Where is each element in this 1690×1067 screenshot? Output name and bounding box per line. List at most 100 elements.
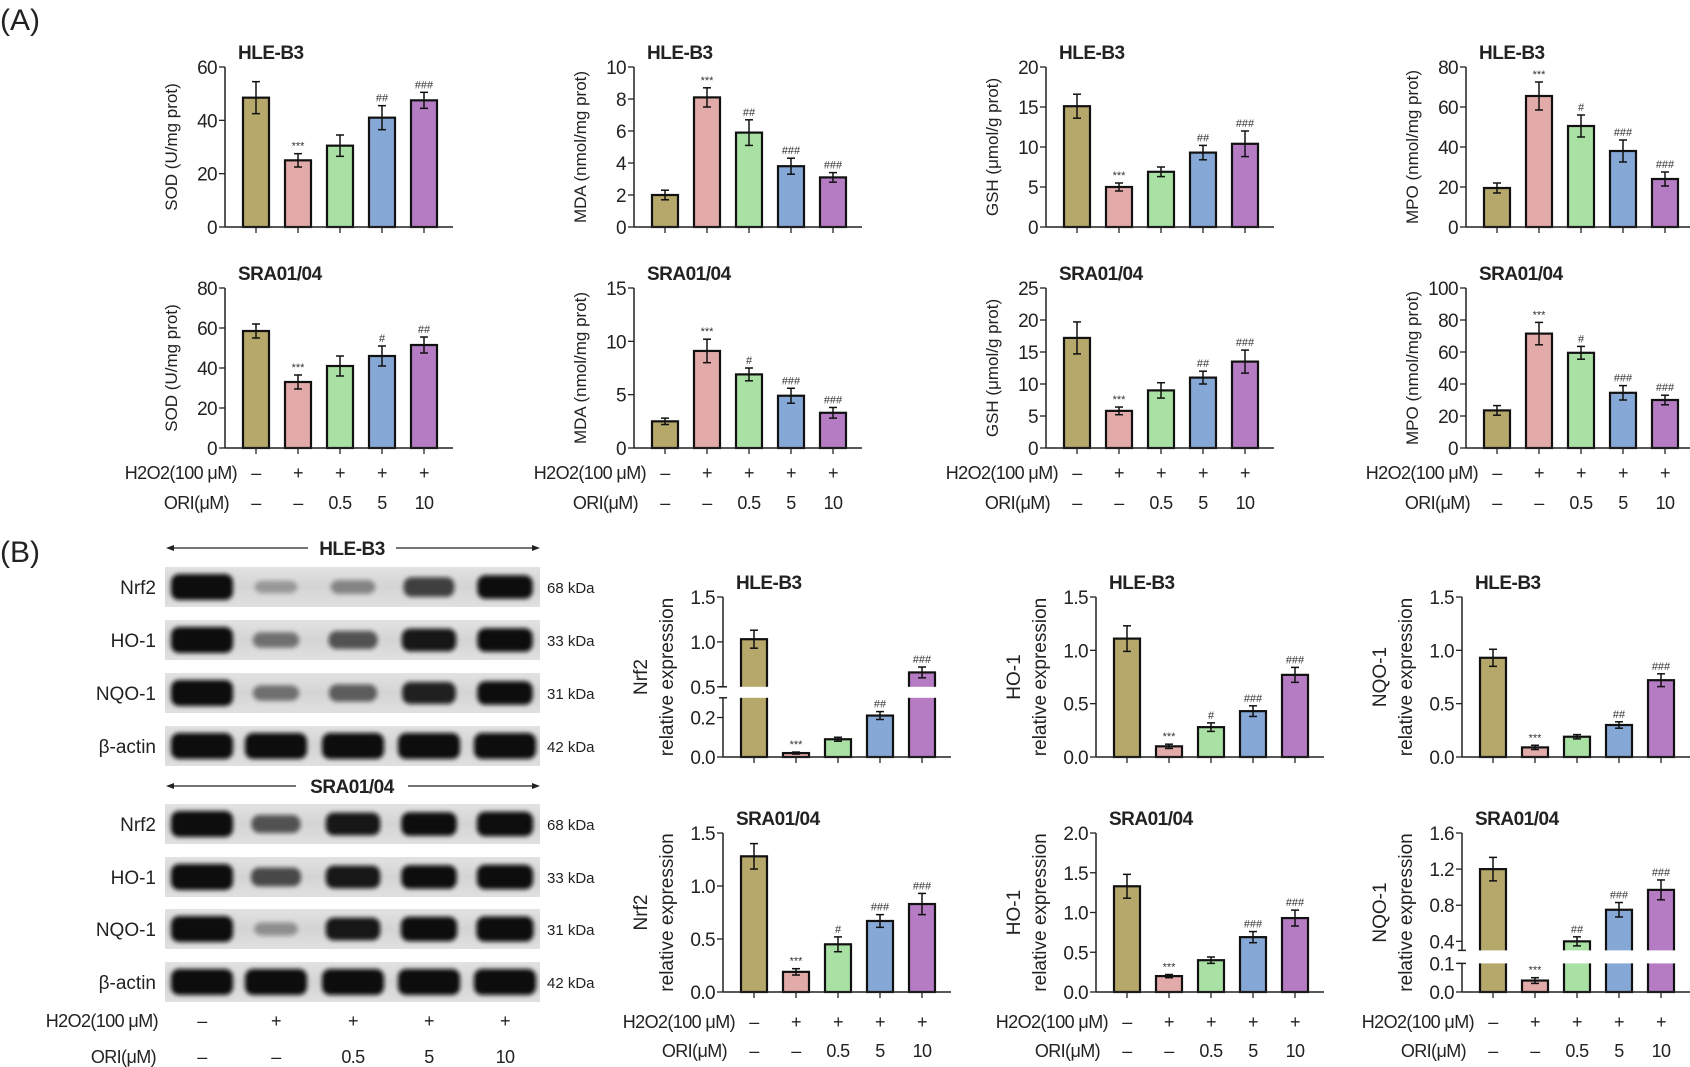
- bar: [1608, 391, 1638, 450]
- protein-band: [398, 969, 460, 995]
- y-tick-label: 1.0: [1063, 904, 1088, 925]
- ori-value: 0.5: [826, 1041, 850, 1061]
- blot-row: β-actin 42 kDa: [99, 962, 595, 1002]
- blot-row: HO-1 33 kDa: [111, 620, 595, 660]
- significance-label: ###: [415, 79, 434, 91]
- y-tick-label: 8: [616, 90, 626, 111]
- y-tick-label: 0: [207, 218, 217, 239]
- chart-title: HLE-B3: [736, 573, 802, 594]
- significance-label: ***: [1163, 962, 1177, 974]
- treatment-conditions: H2O2(100 μM) ORI(μM) – + + + + – – 0.5 5 10: [1366, 463, 1676, 513]
- h2o2-value: +: [786, 463, 796, 483]
- bar: [734, 131, 764, 229]
- ori-value: –: [749, 1041, 759, 1061]
- h2o2-value: –: [660, 463, 670, 483]
- y-tick-label: 1.5: [1063, 588, 1088, 609]
- header-bg: [308, 536, 396, 560]
- ori-value: 0.5: [1569, 493, 1593, 513]
- significance-label: ***: [790, 956, 804, 968]
- blot-row: β-actin 42 kDa: [99, 726, 595, 766]
- y-tick-label: 60: [1438, 98, 1458, 119]
- y-axis-label: GSH (μmol/g prot): [983, 299, 1002, 437]
- significance-label: ##: [1571, 924, 1584, 936]
- ori-value: –: [1122, 1041, 1132, 1061]
- y-tick-label: 0.1: [1429, 954, 1454, 975]
- protein-band: [254, 580, 298, 594]
- y-tick-label: 1.0: [690, 877, 715, 898]
- axis-break-gap: [725, 686, 953, 698]
- protein-label: HO-1: [111, 868, 156, 889]
- bar: [776, 394, 806, 450]
- significance-label: ##: [418, 324, 431, 336]
- significance-label: ###: [1244, 693, 1263, 705]
- significance-label: ###: [1614, 127, 1633, 139]
- y-tick-label: 15: [606, 279, 626, 300]
- significance-label: ###: [1236, 118, 1255, 130]
- bar: [734, 373, 764, 450]
- protein-band: [254, 922, 298, 936]
- significance-label: ***: [292, 362, 306, 374]
- protein-label: Nrf2: [120, 815, 156, 836]
- y-axis-label: SOD (U/mg prot): [162, 304, 181, 432]
- h2o2-label: H2O2(100 μM): [946, 463, 1058, 483]
- significance-label: #: [746, 355, 753, 367]
- h2o2-value: –: [197, 1011, 207, 1031]
- bar: [283, 380, 313, 450]
- ori-value: –: [251, 493, 261, 513]
- bar: [1154, 974, 1184, 994]
- protein-band: [251, 815, 301, 833]
- y-tick-label: 0.5: [690, 930, 715, 951]
- y-tick-label: 1.0: [1063, 641, 1088, 662]
- ori-label: ORI(μM): [662, 1041, 727, 1061]
- protein-band: [252, 632, 300, 648]
- ori-value: 0.5: [328, 493, 352, 513]
- y-tick-label: 0: [616, 218, 626, 239]
- y-axis-label: Nrf2: [631, 895, 652, 931]
- y-axis-label: NQO-1: [1370, 647, 1391, 707]
- y-tick-label: 10: [606, 332, 626, 353]
- h2o2-label: H2O2(100 μM): [125, 463, 237, 483]
- y-axis-label: Nrf2: [631, 659, 652, 695]
- protein-band: [474, 733, 536, 759]
- protein-label: NQO-1: [96, 920, 156, 941]
- y-tick-label: 0.0: [690, 748, 715, 769]
- protein-band: [325, 865, 381, 889]
- bar: [1104, 185, 1134, 229]
- y-tick-label: 0.8: [1429, 896, 1454, 917]
- significance-label: ##: [1613, 709, 1626, 721]
- significance-label: ***: [1529, 732, 1543, 744]
- significance-label: ###: [1286, 897, 1305, 909]
- bar: [692, 96, 722, 229]
- protein-band: [171, 864, 233, 890]
- h2o2-value: +: [875, 1012, 885, 1032]
- y-tick-label: 80: [1438, 311, 1458, 332]
- y-tick-label: 1.2: [1429, 860, 1454, 881]
- bar: [367, 116, 397, 229]
- significance-label: ***: [1113, 394, 1127, 406]
- y-tick-label: 60: [197, 58, 217, 79]
- bar: [1112, 637, 1142, 759]
- h2o2-value: +: [348, 1011, 358, 1031]
- bar: [1196, 959, 1226, 994]
- bar: [409, 99, 439, 229]
- treatment-conditions: H2O2(100 μM) ORI(μM) – + + + + – – 0.5 5 10: [623, 1012, 933, 1061]
- protein-band: [476, 811, 534, 837]
- h2o2-value: +: [917, 1012, 927, 1032]
- significance-label: ###: [1610, 890, 1629, 902]
- y-tick-label: 2.0: [1063, 824, 1088, 845]
- bar: [1524, 332, 1554, 450]
- y-axis-label-2: relative expression: [1030, 833, 1051, 991]
- bar: [1478, 656, 1508, 759]
- protein-band: [477, 628, 533, 652]
- significance-label: ###: [1236, 337, 1255, 349]
- treatment-conditions: H2O2(100 μM) ORI(μM) – + + + + – – 0.5 5 10: [534, 463, 844, 513]
- h2o2-value: –: [749, 1012, 759, 1032]
- protein-band: [328, 684, 378, 702]
- significance-label: ***: [1533, 69, 1547, 81]
- y-tick-label: 40: [1438, 375, 1458, 396]
- bar: [1608, 149, 1638, 229]
- y-tick-label: 2: [616, 186, 626, 207]
